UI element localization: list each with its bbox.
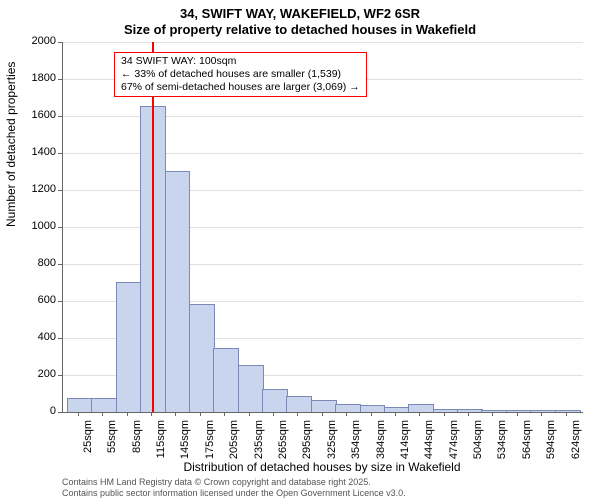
histogram-bar (286, 396, 312, 412)
xtick-mark (541, 412, 542, 416)
annotation-line3: 67% of semi-detached houses are larger (… (121, 81, 360, 94)
ytick-label: 1600 (16, 109, 56, 121)
ytick-mark (58, 375, 62, 376)
histogram-bar (238, 365, 264, 412)
histogram-bar (189, 304, 215, 412)
xtick-mark (78, 412, 79, 416)
ytick-mark (58, 301, 62, 302)
xtick-mark (249, 412, 250, 416)
ytick-label: 600 (16, 294, 56, 306)
histogram-bar (457, 409, 483, 412)
annotation-callout: 34 SWIFT WAY: 100sqm ← 33% of detached h… (114, 52, 367, 97)
xtick-mark (468, 412, 469, 416)
gridline (63, 42, 583, 43)
ytick-label: 2000 (16, 35, 56, 47)
histogram-bar (481, 410, 507, 412)
histogram-bar (116, 282, 142, 413)
xtick-mark (346, 412, 347, 416)
y-axis-label: Number of detached properties (4, 62, 18, 227)
xtick-mark (492, 412, 493, 416)
histogram-bar (335, 404, 361, 412)
ytick-label: 400 (16, 331, 56, 343)
histogram-bar (360, 405, 386, 412)
ytick-label: 1400 (16, 146, 56, 158)
ytick-label: 200 (16, 368, 56, 380)
xtick-mark (151, 412, 152, 416)
annotation-line1: 34 SWIFT WAY: 100sqm (121, 55, 360, 68)
ytick-mark (58, 79, 62, 80)
footer-line2: Contains public sector information licen… (62, 488, 406, 498)
ytick-label: 0 (16, 405, 56, 417)
ytick-label: 1000 (16, 220, 56, 232)
xtick-mark (395, 412, 396, 416)
histogram-chart: 34, SWIFT WAY, WAKEFIELD, WF2 6SR Size o… (0, 0, 600, 500)
xtick-mark (200, 412, 201, 416)
histogram-bar (555, 410, 581, 412)
ytick-label: 1800 (16, 72, 56, 84)
xtick-mark (517, 412, 518, 416)
histogram-bar (311, 400, 337, 412)
xtick-mark (444, 412, 445, 416)
histogram-bar (408, 404, 434, 412)
histogram-bar (530, 410, 556, 412)
histogram-bar (213, 348, 239, 412)
ytick-mark (58, 190, 62, 191)
xtick-mark (175, 412, 176, 416)
chart-title-address: 34, SWIFT WAY, WAKEFIELD, WF2 6SR (0, 6, 600, 21)
histogram-bar (91, 398, 117, 412)
ytick-mark (58, 412, 62, 413)
ytick-mark (58, 264, 62, 265)
ytick-mark (58, 153, 62, 154)
ytick-mark (58, 42, 62, 43)
x-axis-label: Distribution of detached houses by size … (62, 460, 582, 474)
xtick-mark (297, 412, 298, 416)
histogram-bar (384, 407, 410, 412)
histogram-bar (506, 410, 532, 412)
histogram-bar (262, 389, 288, 412)
xtick-mark (371, 412, 372, 416)
ytick-mark (58, 338, 62, 339)
annotation-line2: ← 33% of detached houses are smaller (1,… (121, 68, 360, 81)
xtick-mark (566, 412, 567, 416)
histogram-bar (165, 171, 191, 413)
ytick-mark (58, 116, 62, 117)
reference-line (152, 42, 154, 412)
histogram-bar (67, 398, 93, 412)
ytick-mark (58, 227, 62, 228)
footer-attribution: Contains HM Land Registry data © Crown c… (62, 477, 406, 498)
xtick-mark (322, 412, 323, 416)
xtick-mark (273, 412, 274, 416)
xtick-mark (102, 412, 103, 416)
histogram-bar (433, 409, 459, 412)
chart-title-subtitle: Size of property relative to detached ho… (0, 22, 600, 37)
ytick-label: 800 (16, 257, 56, 269)
xtick-mark (224, 412, 225, 416)
footer-line1: Contains HM Land Registry data © Crown c… (62, 477, 406, 487)
xtick-mark (127, 412, 128, 416)
plot-area (62, 42, 583, 413)
xtick-mark (419, 412, 420, 416)
ytick-label: 1200 (16, 183, 56, 195)
